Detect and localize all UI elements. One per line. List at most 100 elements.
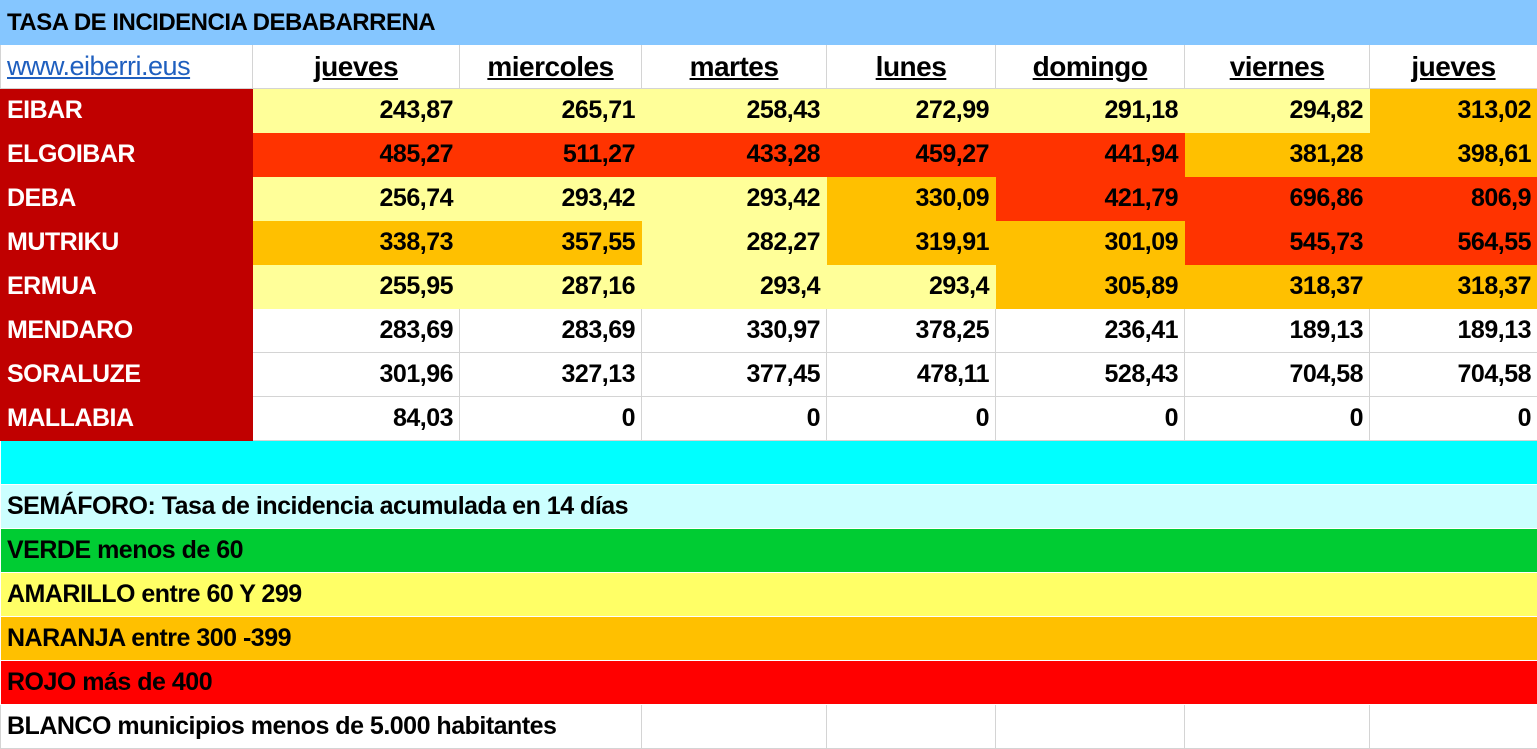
incidence-cell: 282,27: [642, 221, 827, 265]
legend-text: SEMÁFORO: Tasa de incidencia acumulada e…: [1, 485, 1537, 529]
day-header: domingo: [996, 45, 1185, 89]
empty-cell: [996, 705, 1185, 749]
incidence-cell: 272,99: [827, 89, 996, 133]
incidence-cell: 433,28: [642, 133, 827, 177]
legend-text: BLANCO municipios menos de 5.000 habitan…: [1, 705, 642, 749]
empty-cell: [642, 705, 827, 749]
incidence-cell: 265,71: [460, 89, 642, 133]
incidence-cell: 189,13: [1370, 309, 1537, 353]
incidence-cell: 0: [996, 397, 1185, 441]
incidence-cell: 381,28: [1185, 133, 1370, 177]
incidence-cell: 696,86: [1185, 177, 1370, 221]
town-name: DEBA: [1, 177, 253, 221]
town-name: SORALUZE: [1, 353, 253, 397]
day-header: jueves: [1370, 45, 1537, 89]
town-name: MUTRIKU: [1, 221, 253, 265]
incidence-cell: 84,03: [253, 397, 460, 441]
legend-row: BLANCO municipios menos de 5.000 habitan…: [1, 705, 1537, 749]
day-header: viernes: [1185, 45, 1370, 89]
incidence-cell: 301,96: [253, 353, 460, 397]
incidence-cell: 301,09: [996, 221, 1185, 265]
incidence-cell: 421,79: [996, 177, 1185, 221]
incidence-cell: 293,42: [460, 177, 642, 221]
incidence-cell: 330,97: [642, 309, 827, 353]
empty-cell: [1185, 705, 1370, 749]
day-header: lunes: [827, 45, 996, 89]
legend-row: NARANJA entre 300 -399: [1, 617, 1537, 661]
legend-text: NARANJA entre 300 -399: [1, 617, 1537, 661]
eiberri-link[interactable]: www.eiberri.eus: [1, 45, 253, 89]
legend-text: AMARILLO entre 60 Y 299: [1, 573, 1537, 617]
incidence-cell: 485,27: [253, 133, 460, 177]
town-name: ELGOIBAR: [1, 133, 253, 177]
incidence-cell: 313,02: [1370, 89, 1537, 133]
incidence-cell: 258,43: [642, 89, 827, 133]
incidence-cell: 704,58: [1185, 353, 1370, 397]
incidence-cell: 378,25: [827, 309, 996, 353]
incidence-cell: 189,13: [1185, 309, 1370, 353]
town-name: MENDARO: [1, 309, 253, 353]
day-header: martes: [642, 45, 827, 89]
sheet-title: TASA DE INCIDENCIA DEBABARRENA: [1, 1, 1537, 45]
incidence-cell: 318,37: [1185, 265, 1370, 309]
incidence-cell: 293,4: [827, 265, 996, 309]
incidence-cell: 243,87: [253, 89, 460, 133]
incidence-cell: 704,58: [1370, 353, 1537, 397]
incidence-cell: 398,61: [1370, 133, 1537, 177]
incidence-cell: 511,27: [460, 133, 642, 177]
incidence-cell: 545,73: [1185, 221, 1370, 265]
incidence-cell: 528,43: [996, 353, 1185, 397]
incidence-cell: 357,55: [460, 221, 642, 265]
incidence-cell: 478,11: [827, 353, 996, 397]
incidence-cell: 256,74: [253, 177, 460, 221]
incidence-cell: 0: [642, 397, 827, 441]
incidence-cell: 0: [827, 397, 996, 441]
incidence-cell: 291,18: [996, 89, 1185, 133]
legend-text: VERDE menos de 60: [1, 529, 1537, 573]
incidence-cell: 0: [1185, 397, 1370, 441]
incidence-cell: 255,95: [253, 265, 460, 309]
town-name: EIBAR: [1, 89, 253, 133]
town-name: ERMUA: [1, 265, 253, 309]
incidence-cell: 806,9: [1370, 177, 1537, 221]
empty-cell: [827, 705, 996, 749]
incidence-cell: 564,55: [1370, 221, 1537, 265]
incidence-cell: 330,09: [827, 177, 996, 221]
incidence-cell: 338,73: [253, 221, 460, 265]
town-name: MALLABIA: [1, 397, 253, 441]
incidence-cell: 293,4: [642, 265, 827, 309]
incidence-cell: 283,69: [460, 309, 642, 353]
incidence-cell: 327,13: [460, 353, 642, 397]
legend-row: VERDE menos de 60: [1, 529, 1537, 573]
incidence-cell: 441,94: [996, 133, 1185, 177]
incidence-cell: 0: [1370, 397, 1537, 441]
incidence-cell: 318,37: [1370, 265, 1537, 309]
legend-row: ROJO más de 400: [1, 661, 1537, 705]
incidence-cell: 377,45: [642, 353, 827, 397]
incidence-cell: 305,89: [996, 265, 1185, 309]
legend-row: AMARILLO entre 60 Y 299: [1, 573, 1537, 617]
day-header: jueves: [253, 45, 460, 89]
incidence-cell: 287,16: [460, 265, 642, 309]
incidence-cell: 236,41: [996, 309, 1185, 353]
incidence-cell: 293,42: [642, 177, 827, 221]
legend-row: SEMÁFORO: Tasa de incidencia acumulada e…: [1, 485, 1537, 529]
incidence-cell: 283,69: [253, 309, 460, 353]
incidence-cell: 459,27: [827, 133, 996, 177]
spacer-row: [1, 441, 1537, 485]
incidence-cell: 319,91: [827, 221, 996, 265]
incidence-cell: 294,82: [1185, 89, 1370, 133]
incidence-cell: 0: [460, 397, 642, 441]
legend-text: ROJO más de 400: [1, 661, 1537, 705]
empty-cell: [1370, 705, 1537, 749]
day-header: miercoles: [460, 45, 642, 89]
